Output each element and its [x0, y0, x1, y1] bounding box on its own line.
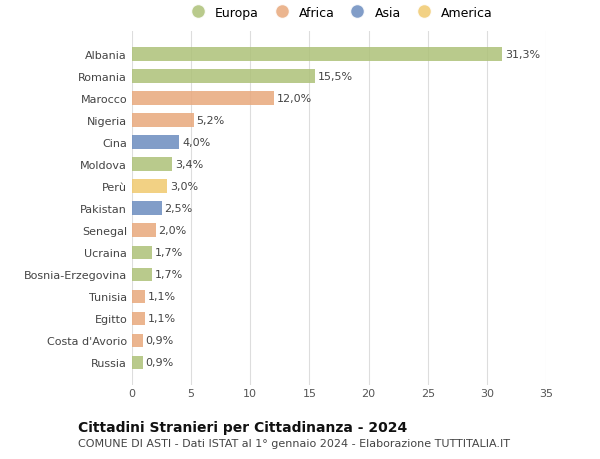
Bar [132, 290, 145, 303]
Text: 2,0%: 2,0% [158, 226, 187, 236]
Bar [132, 224, 155, 238]
Bar [132, 114, 194, 128]
Bar [132, 312, 145, 325]
Bar [132, 92, 274, 106]
Text: 12,0%: 12,0% [277, 94, 312, 104]
Bar [132, 268, 152, 281]
Legend: Europa, Africa, Asia, America: Europa, Africa, Asia, America [185, 6, 493, 20]
Text: 0,9%: 0,9% [146, 358, 174, 368]
Bar [132, 136, 179, 150]
Text: 1,7%: 1,7% [155, 270, 184, 280]
Bar [132, 48, 502, 62]
Text: 3,4%: 3,4% [175, 160, 203, 170]
Bar [132, 334, 143, 347]
Text: 1,1%: 1,1% [148, 292, 176, 302]
Text: 15,5%: 15,5% [318, 72, 353, 82]
Bar [132, 356, 143, 369]
Text: Cittadini Stranieri per Cittadinanza - 2024: Cittadini Stranieri per Cittadinanza - 2… [78, 420, 407, 434]
Bar [132, 246, 152, 260]
Text: 1,7%: 1,7% [155, 248, 184, 258]
Text: 1,1%: 1,1% [148, 314, 176, 324]
Text: 31,3%: 31,3% [505, 50, 541, 60]
Bar [132, 202, 161, 216]
Bar [132, 70, 316, 84]
Bar [132, 158, 172, 172]
Text: COMUNE DI ASTI - Dati ISTAT al 1° gennaio 2024 - Elaborazione TUTTITALIA.IT: COMUNE DI ASTI - Dati ISTAT al 1° gennai… [78, 438, 510, 448]
Bar [132, 180, 167, 194]
Text: 3,0%: 3,0% [170, 182, 199, 192]
Text: 4,0%: 4,0% [182, 138, 211, 148]
Text: 0,9%: 0,9% [146, 336, 174, 346]
Text: 2,5%: 2,5% [164, 204, 193, 214]
Text: 5,2%: 5,2% [196, 116, 225, 126]
